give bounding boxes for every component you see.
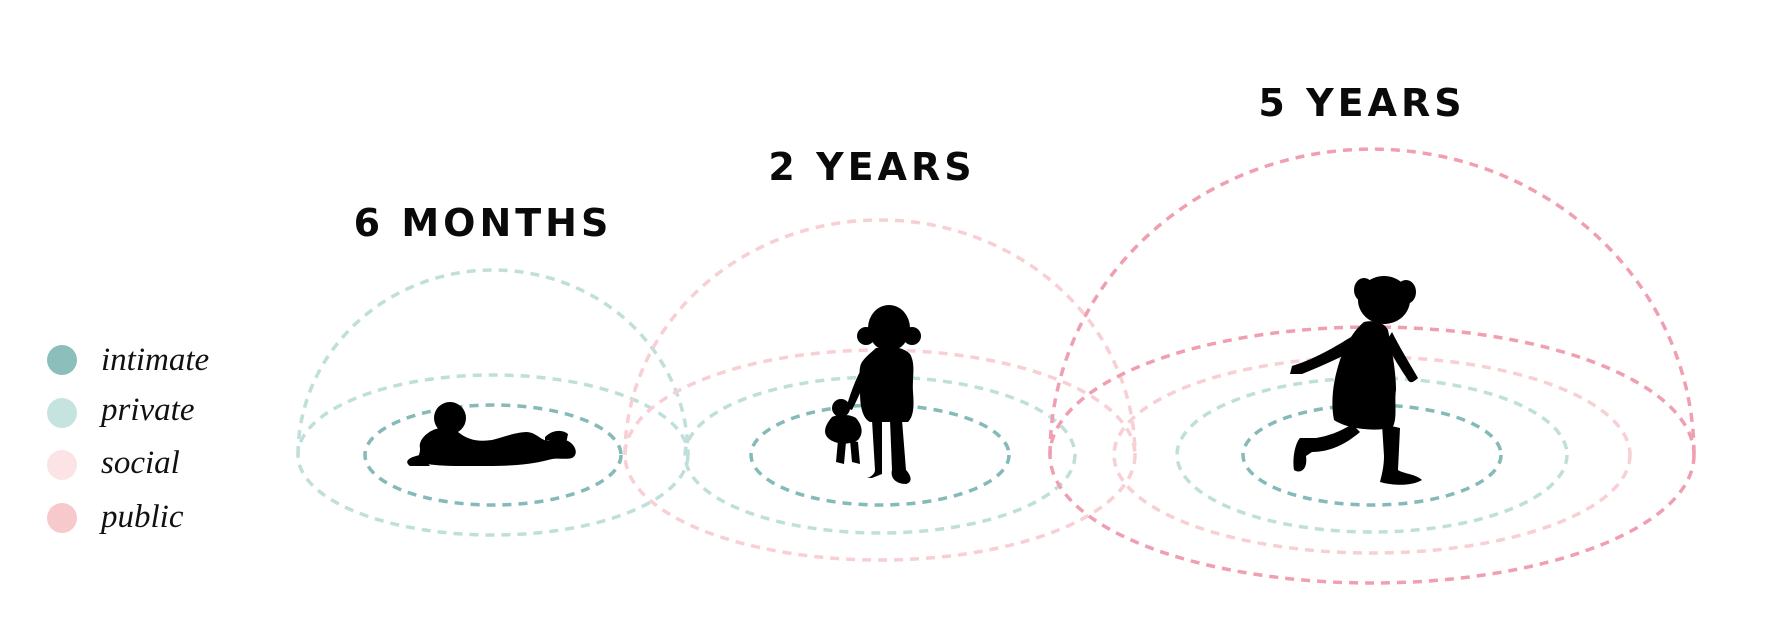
legend-label-social: social: [101, 445, 180, 481]
running-child-silhouette: [1290, 276, 1422, 485]
ring-5-years-intimate: [1241, 403, 1503, 507]
legend-swatch-public: [47, 503, 77, 533]
stage-label-2-years: 2 YEARS: [768, 145, 975, 189]
toddler-with-doll-silhouette: [825, 305, 921, 484]
legend-swatch-private: [47, 398, 77, 428]
ring-6-months-intimate: [363, 403, 623, 507]
ring-6-months-private: [296, 373, 690, 537]
stage-label-5-years: 5 YEARS: [1258, 81, 1465, 125]
legend-swatch-intimate: [47, 345, 77, 375]
legend-swatch-social: [47, 450, 77, 480]
dome-5-years-public: [1048, 147, 1696, 456]
legend-label-public: public: [99, 499, 184, 535]
ring-2-years-intimate: [749, 403, 1011, 507]
legend-label-private: private: [99, 392, 194, 428]
zones-6-months: [296, 268, 690, 537]
dome-6-months-private: [296, 268, 690, 456]
legend: intimate private social public: [47, 342, 209, 535]
legend-item-private: private: [47, 392, 194, 428]
legend-item-public: public: [47, 499, 184, 535]
legend-item-intimate: intimate: [47, 342, 209, 378]
dome-2-years-social: [623, 218, 1137, 456]
stage-label-6-months: 6 MONTHS: [354, 201, 613, 245]
legend-label-intimate: intimate: [101, 342, 209, 378]
crawling-baby-silhouette: [407, 402, 576, 466]
legend-item-social: social: [47, 445, 180, 481]
ring-5-years-private: [1175, 376, 1569, 534]
